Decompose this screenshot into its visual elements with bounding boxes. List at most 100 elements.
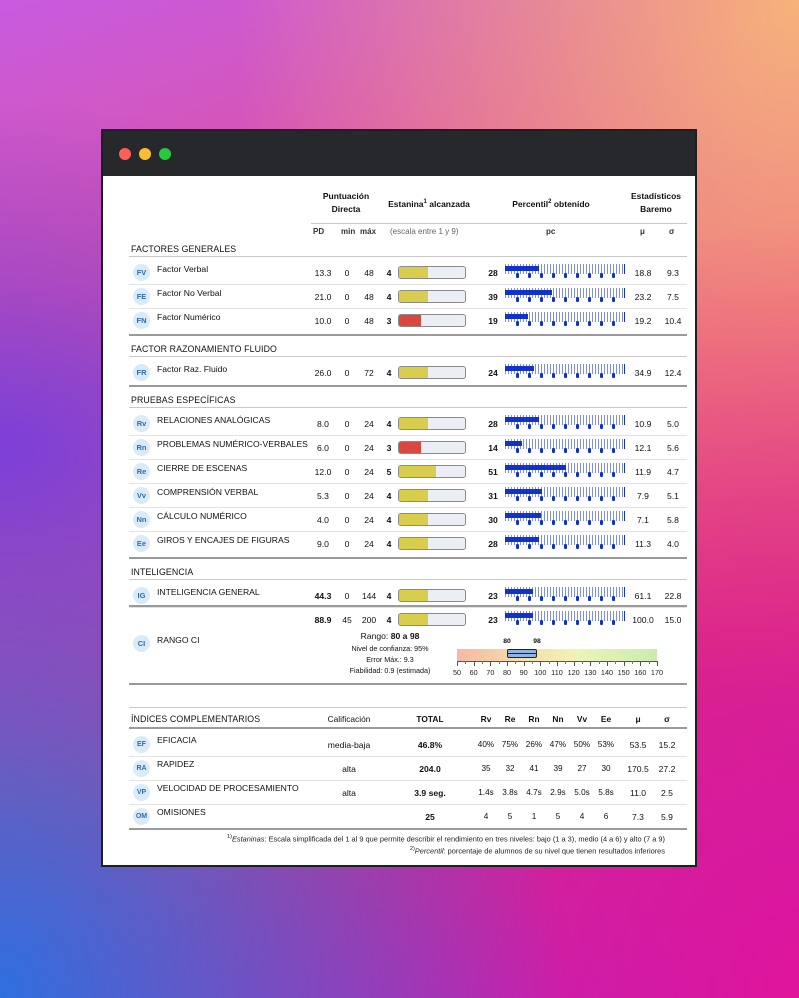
total-value: 25 (425, 812, 435, 822)
section-end (129, 385, 687, 387)
index-cell: 35 (481, 764, 491, 773)
ci-minor-tick (582, 661, 583, 664)
percentil-mark (600, 496, 603, 501)
percentil-mark (516, 544, 519, 549)
percentil-ticks (505, 439, 625, 449)
section-title: PRUEBAS ESPECÍFICAS (131, 395, 236, 405)
pc-value: 51 (488, 467, 498, 477)
percentil-fill (505, 266, 539, 271)
col-pc: pc (546, 227, 556, 236)
sigma-value: 4.0 (667, 539, 679, 549)
index-row: OM OMISIONES 25 4 5 1 5 4 6 7.3 5.9 (129, 804, 687, 828)
ci-tick-label: 90 (519, 668, 528, 677)
calif-value: alta (342, 788, 356, 798)
percentil-mark (588, 472, 591, 477)
ci-tick-label: 140 (600, 668, 614, 677)
mu-value: 34.9 (634, 368, 652, 378)
percentil-bar (505, 312, 627, 326)
ci-minor-tick (532, 661, 533, 664)
percentil-fill (505, 366, 534, 371)
row-badge: FE (133, 288, 150, 305)
index-cell: 53% (597, 740, 615, 749)
row-label: VELOCIDAD DE PROCESAMIENTO (157, 783, 299, 793)
percentil-mark (540, 472, 543, 477)
percentil-mark (528, 544, 531, 549)
ci-tick (623, 661, 625, 666)
percentil-mark (564, 448, 567, 453)
sigma-value: 5.8 (667, 515, 679, 525)
index-cell: 50% (573, 740, 591, 749)
estanina-bar (398, 465, 466, 478)
close-button[interactable] (119, 148, 131, 160)
percentil-mark (600, 297, 603, 302)
ci-tick-label: 160 (634, 668, 647, 677)
percentil-mark (516, 448, 519, 453)
section-divider (129, 579, 687, 580)
pd-value: 88.9 (314, 615, 332, 625)
pc-value: 28 (488, 268, 498, 278)
percentil-fill (505, 417, 539, 422)
percentil-fill (505, 489, 543, 494)
ci-low-label: 80 (503, 638, 511, 645)
ci-minor-tick (598, 661, 600, 664)
row-badge: EF (133, 736, 150, 753)
pc-value: 14 (488, 443, 498, 453)
min-value: 45 (342, 615, 352, 625)
row-badge: Rv (133, 415, 150, 432)
percentil-marks (505, 297, 625, 303)
ci-rango: Rango: 80 a 98 (360, 631, 420, 641)
percentil-mark (588, 273, 591, 278)
indices-col-header: Nn (552, 714, 564, 724)
percentil-bar (505, 587, 627, 601)
ci-minor-tick (565, 661, 567, 664)
max-value: 24 (364, 515, 374, 525)
estanina-bar (398, 266, 466, 279)
percentil-mark (612, 596, 615, 601)
estanina-value: 4 (386, 615, 392, 625)
index-row: EF EFICACIA media-baja 46.8% 40% 75% 26% 47% 50%… (129, 732, 687, 756)
maximize-button[interactable] (159, 148, 171, 160)
ci-tick-label: 150 (617, 668, 630, 677)
ci-minor-tick (498, 661, 500, 664)
estanina-bar (398, 589, 466, 602)
percentil-marks (505, 448, 625, 454)
percentil-fill (505, 513, 541, 518)
ci-high-label: 98 (533, 638, 541, 645)
row-label: RAPIDEZ (157, 759, 195, 769)
indices-col-header: Ee (600, 714, 612, 724)
sigma-value: 15.2 (658, 740, 676, 750)
index-cell: 41 (529, 764, 539, 773)
percentil-fill (505, 441, 522, 446)
ci-tick (490, 661, 492, 666)
percentil-mark (588, 520, 591, 525)
pd-value: 6.0 (317, 443, 329, 453)
score-row: IG INTELIGENCIA GENERAL 44.3 0 144 4 23 61.1 22.… (129, 583, 687, 607)
percentil-mark (588, 544, 591, 549)
estanina-bar (398, 290, 466, 303)
row-badge: VP (133, 784, 150, 801)
section-divider (129, 256, 687, 257)
row-divider (129, 780, 687, 781)
max-value: 200 (361, 615, 377, 625)
index-cell: 2.9s (550, 788, 566, 797)
percentil-end (624, 587, 625, 597)
pc-value: 39 (488, 292, 498, 302)
row-label: RANGO CI (157, 635, 200, 645)
index-cell: 5.8s (598, 788, 614, 797)
col-pd: PD (313, 227, 325, 236)
max-value: 72 (364, 368, 374, 378)
pd-value: 44.3 (314, 591, 332, 601)
minimize-button[interactable] (139, 148, 151, 160)
percentil-end (624, 364, 625, 374)
pc-value: 23 (488, 591, 498, 601)
row-label: EFICACIA (157, 735, 197, 745)
ci-tick (540, 661, 542, 666)
percentil-mark (576, 424, 579, 429)
percentil-end (624, 535, 625, 545)
estanina-fill (399, 514, 429, 525)
mu-value: 10.9 (634, 419, 652, 429)
mu-value: 53.5 (629, 740, 647, 750)
section-title: FACTORES GENERALES (131, 244, 237, 254)
percentil-bar (505, 439, 627, 453)
col-max: máx (360, 227, 377, 236)
